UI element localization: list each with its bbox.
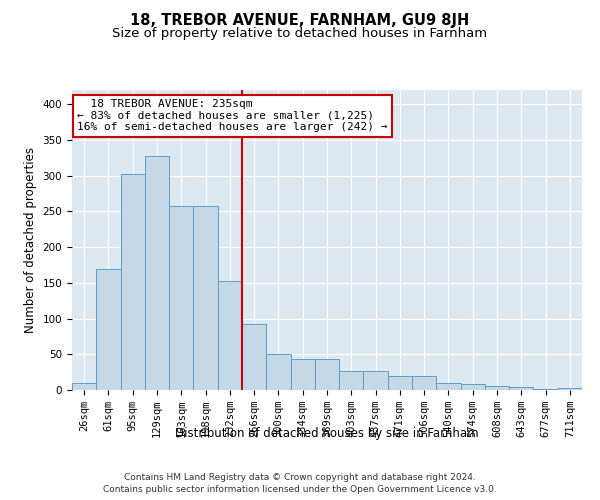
Bar (412, 376, 436, 390)
Bar (558, 388, 582, 390)
Text: 18 TREBOR AVENUE: 235sqm
← 83% of detached houses are smaller (1,225)
16% of sem: 18 TREBOR AVENUE: 235sqm ← 83% of detach… (77, 99, 388, 132)
Bar (485, 386, 509, 390)
Bar (388, 376, 412, 390)
Text: Distribution of detached houses by size in Farnham: Distribution of detached houses by size … (175, 428, 479, 440)
Bar (509, 387, 533, 390)
Bar (96, 268, 121, 390)
Text: Contains public sector information licensed under the Open Government Licence v3: Contains public sector information licen… (103, 485, 497, 494)
Bar (242, 324, 266, 390)
Bar (121, 174, 145, 390)
Bar (145, 156, 169, 390)
Bar (193, 206, 218, 390)
Bar (533, 388, 558, 390)
Bar (72, 383, 96, 390)
Bar (290, 358, 315, 390)
Bar (315, 360, 339, 390)
Bar (339, 372, 364, 390)
Text: Contains HM Land Registry data © Crown copyright and database right 2024.: Contains HM Land Registry data © Crown c… (124, 472, 476, 482)
Text: 18, TREBOR AVENUE, FARNHAM, GU9 8JH: 18, TREBOR AVENUE, FARNHAM, GU9 8JH (130, 12, 470, 28)
Bar (461, 384, 485, 390)
Bar (218, 280, 242, 390)
Bar (266, 354, 290, 390)
Bar (169, 206, 193, 390)
Y-axis label: Number of detached properties: Number of detached properties (24, 147, 37, 333)
Bar (436, 383, 461, 390)
Bar (364, 372, 388, 390)
Text: Size of property relative to detached houses in Farnham: Size of property relative to detached ho… (112, 28, 488, 40)
